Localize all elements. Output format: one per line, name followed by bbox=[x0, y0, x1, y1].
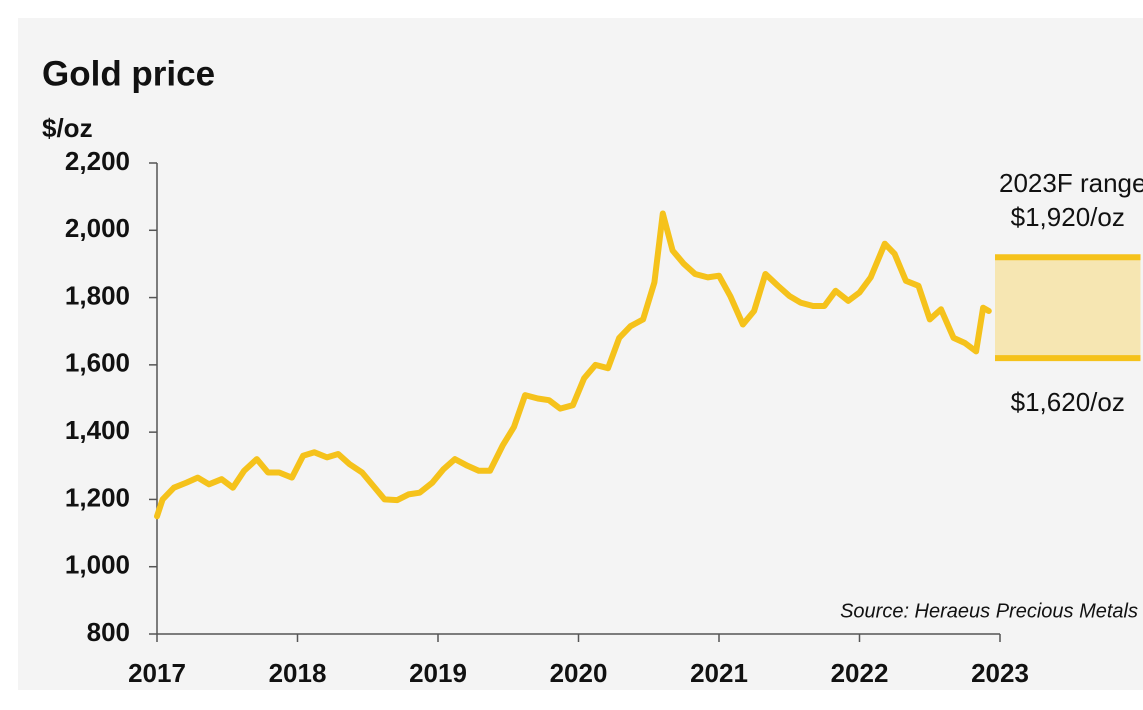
x-tick-label: 2021 bbox=[690, 658, 748, 688]
y-axis-label: $/oz bbox=[42, 113, 93, 143]
x-tick-label: 2017 bbox=[128, 658, 186, 688]
forecast-low-label: $1,620/oz bbox=[1011, 387, 1125, 417]
panel bbox=[18, 18, 1143, 690]
forecast-label: 2023F range bbox=[999, 168, 1143, 198]
y-tick-label: 1,000 bbox=[65, 550, 130, 580]
x-tick-label: 2020 bbox=[550, 658, 608, 688]
x-tick-label: 2019 bbox=[409, 658, 467, 688]
y-tick-label: 2,000 bbox=[65, 213, 130, 243]
y-tick-label: 800 bbox=[87, 617, 130, 647]
x-tick-label: 2018 bbox=[269, 658, 327, 688]
x-tick-label: 2022 bbox=[831, 658, 889, 688]
x-tick-label: 2023 bbox=[971, 658, 1029, 688]
forecast-high-label: $1,920/oz bbox=[1011, 202, 1125, 232]
forecast-band bbox=[995, 257, 1141, 359]
y-tick-label: 1,800 bbox=[65, 280, 130, 310]
source: Source: Heraeus Precious Metals bbox=[840, 600, 1138, 622]
y-tick-label: 2,200 bbox=[65, 146, 130, 176]
price-line bbox=[154, 210, 992, 520]
y-tick-label: 1,600 bbox=[65, 348, 130, 378]
y-tick-label: 1,200 bbox=[65, 482, 130, 512]
y-tick-label: 1,400 bbox=[65, 415, 130, 445]
chart-title: Gold price bbox=[42, 54, 215, 93]
